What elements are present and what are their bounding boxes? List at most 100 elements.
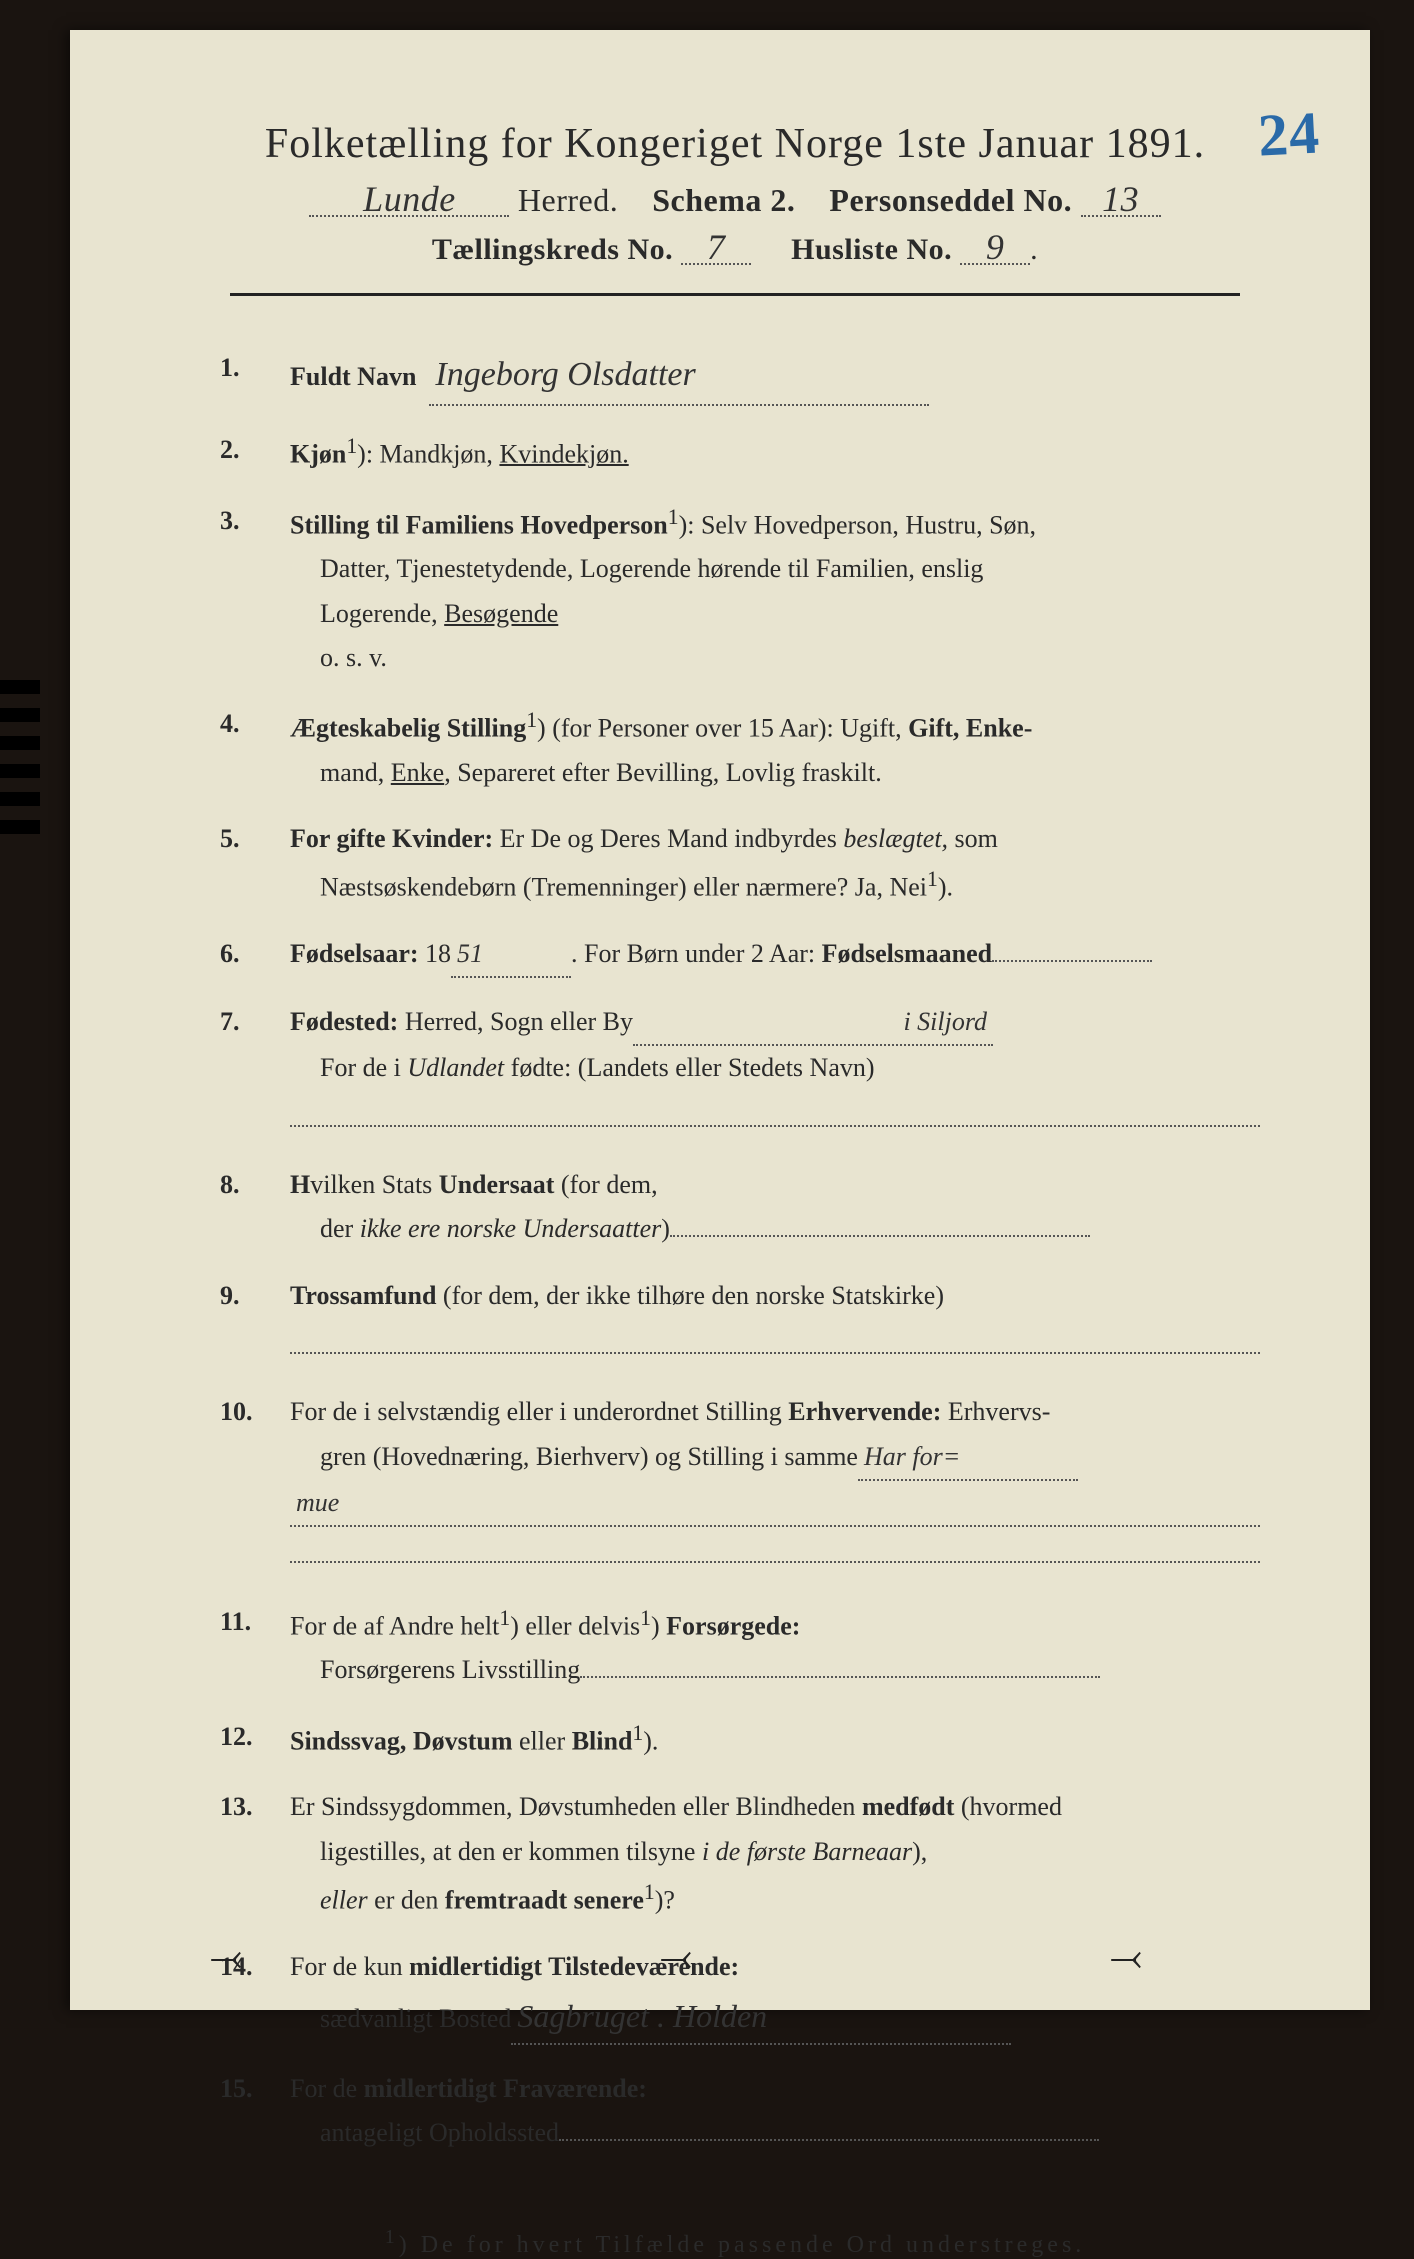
- item-2: 2. Kjøn1): Mandkjøn, Kvindekjøn.: [220, 428, 1260, 477]
- personseddel-label: Personseddel No.: [829, 182, 1072, 218]
- text: (for dem, der ikke tilhøre den norske St…: [436, 1281, 944, 1310]
- sup: 1: [632, 1721, 643, 1745]
- census-form-page: Folketælling for Kongeriget Norge 1ste J…: [70, 30, 1370, 2010]
- birthplace-value: i Siljord: [633, 1000, 993, 1046]
- occupation-value-2: mue: [290, 1481, 1260, 1527]
- t2: ).: [643, 1726, 658, 1755]
- item-body: For de midlertidigt Fraværende: antageli…: [290, 2067, 1260, 2155]
- l2: sædvanligt BostedSagbruget . Holden: [290, 1989, 1260, 2045]
- l2: Forsørgerens Livsstilling: [290, 1648, 1260, 1692]
- l2: antageligt Opholdssted: [290, 2111, 1260, 2155]
- t1: eller: [513, 1726, 572, 1755]
- t2: . For Børn under 2 Aar:: [571, 939, 822, 968]
- item-num: 4.: [220, 702, 290, 795]
- item-num: 2.: [220, 428, 290, 477]
- s1: 1: [499, 1606, 510, 1630]
- item-body: Fødselsaar: 1851. For Børn under 2 Aar: …: [290, 932, 1260, 978]
- underlined-choice: Besøgende: [444, 599, 558, 628]
- husliste-value: 9: [960, 231, 1030, 265]
- b2: Blind: [572, 1726, 633, 1755]
- item-body: Kjøn1): Mandkjøn, Kvindekjøn.: [290, 428, 1260, 477]
- item-body: For de i selvstændig eller i underordnet…: [290, 1390, 1260, 1577]
- kreds-label: Tællingskreds No.: [432, 233, 673, 266]
- l3: Logerende, Besøgende: [290, 592, 1260, 636]
- item-body: Er Sindssygdommen, Døvstumheden eller Bl…: [290, 1785, 1260, 1922]
- i1: beslægtet,: [843, 824, 948, 853]
- item-4: 4. Ægteskabelig Stilling1) (for Personer…: [220, 702, 1260, 795]
- item-num: 6.: [220, 932, 290, 978]
- binding-mark-icon: ⤙: [210, 1933, 242, 1980]
- item-3: 3. Stilling til Familiens Hovedperson1):…: [220, 499, 1260, 680]
- item-num: 15.: [220, 2067, 290, 2155]
- l1: H: [290, 1170, 310, 1199]
- schema-label: Schema 2.: [652, 182, 795, 218]
- item-body: Stilling til Familiens Hovedperson1): Se…: [290, 499, 1260, 680]
- page-corner-number: 24: [1256, 98, 1322, 170]
- label: Stilling til Familiens Hovedperson: [290, 510, 668, 539]
- l2: Undersaat: [439, 1170, 555, 1199]
- t1: For de i selvstændig eller i underordnet…: [290, 1397, 788, 1426]
- residence-value: Sagbruget . Holden: [511, 1989, 1011, 2045]
- item-body: Hvilken Stats Undersaat (for dem, der ik…: [290, 1163, 1260, 1251]
- item-num: 11.: [220, 1600, 290, 1693]
- t1: For de kun: [290, 1952, 409, 1981]
- item-1: 1. Fuldt Navn Ingeborg Olsdatter: [220, 346, 1260, 406]
- binding-mark-icon: ⤙: [1110, 1933, 1142, 1980]
- underlined-choice: Kvindekjøn.: [499, 439, 628, 468]
- footnote-sup: 1: [385, 2226, 399, 2248]
- footnote: 1) De for hvert Tilfælde passende Ord un…: [210, 2226, 1260, 2259]
- label: Fødselsaar:: [290, 939, 419, 968]
- l2: mand, Enke, Separeret efter Bevilling, L…: [290, 751, 1260, 795]
- bold: midlertidigt Fraværende:: [364, 2074, 647, 2103]
- husliste-label: Husliste No.: [791, 233, 952, 266]
- t1: ): Selv Hovedperson, Hustru, Søn,: [679, 510, 1036, 539]
- item-body: Fuldt Navn Ingeborg Olsdatter: [290, 346, 1260, 406]
- sup: 1: [668, 505, 679, 529]
- blank: [670, 1235, 1090, 1237]
- item-num: 3.: [220, 499, 290, 680]
- t2: som: [948, 824, 998, 853]
- herred-value: Lunde: [309, 183, 509, 217]
- month-value: [992, 960, 1152, 962]
- l4: o. s. v.: [290, 636, 1260, 680]
- item-5: 5. For gifte Kvinder: Er De og Deres Man…: [220, 817, 1260, 910]
- item-body: Trossamfund (for dem, der ikke tilhøre d…: [290, 1274, 1260, 1369]
- s2: 1: [640, 1606, 651, 1630]
- item-body: Sindssvag, Døvstum eller Blind1).: [290, 1715, 1260, 1764]
- label: Trossamfund: [290, 1281, 436, 1310]
- t1: Herred, Sogn eller By: [398, 1007, 633, 1036]
- blank-line: [290, 1091, 1260, 1127]
- item-body: For gifte Kvinder: Er De og Deres Mand i…: [290, 817, 1260, 910]
- item-13: 13. Er Sindssygdommen, Døvstumheden elle…: [220, 1785, 1260, 1922]
- item-10: 10. For de i selvstændig eller i underor…: [220, 1390, 1260, 1577]
- t2: ) eller delvis: [510, 1611, 640, 1640]
- t2: (hvormed: [954, 1792, 1062, 1821]
- b1: Erhvervende:: [788, 1397, 941, 1426]
- binding-mark-icon: ⤙: [660, 1933, 692, 1980]
- l3: eller er den fremtraadt senere1)?: [290, 1874, 1260, 1923]
- text: ): Mandkjøn,: [357, 439, 499, 468]
- item-8: 8. Hvilken Stats Undersaat (for dem, der…: [220, 1163, 1260, 1251]
- item-num: 8.: [220, 1163, 290, 1251]
- item-body: Fødested: Herred, Sogn eller Byi Siljord…: [290, 1000, 1260, 1141]
- blank: [559, 2139, 1099, 2141]
- item-num: 12.: [220, 1715, 290, 1764]
- blank-line: [290, 1318, 1260, 1354]
- year-value: 51: [451, 932, 571, 978]
- item-num: 1.: [220, 346, 290, 406]
- item-body: Ægteskabelig Stilling1) (for Personer ov…: [290, 702, 1260, 795]
- l2: gren (Hovednæring, Bierhverv) og Stillin…: [290, 1435, 1260, 1481]
- sup: 1: [346, 434, 357, 458]
- item-num: 13.: [220, 1785, 290, 1922]
- item-11: 11. For de af Andre helt1) eller delvis1…: [220, 1600, 1260, 1693]
- l2: ligestilles, at den er kommen tilsyne i …: [290, 1830, 1260, 1874]
- header-line-2: Lunde Herred. Schema 2. Personseddel No.…: [210, 182, 1260, 219]
- b2: Fødselsmaaned: [822, 939, 992, 968]
- header-line-3: Tællingskreds No. 7 Husliste No. 9.: [210, 231, 1260, 267]
- form-items: 1. Fuldt Navn Ingeborg Olsdatter 2. Kjøn…: [210, 346, 1260, 2156]
- bold: Forsørgede:: [666, 1611, 800, 1640]
- item-7: 7. Fødested: Herred, Sogn eller Byi Silj…: [220, 1000, 1260, 1141]
- label: For gifte Kvinder:: [290, 824, 493, 853]
- label: Ægteskabelig Stilling: [290, 714, 526, 743]
- label: Fødested:: [290, 1007, 398, 1036]
